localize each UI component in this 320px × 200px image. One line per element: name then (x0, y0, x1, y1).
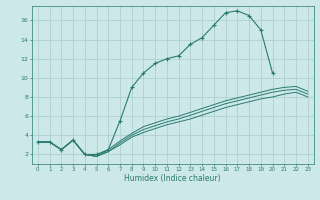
X-axis label: Humidex (Indice chaleur): Humidex (Indice chaleur) (124, 174, 221, 183)
